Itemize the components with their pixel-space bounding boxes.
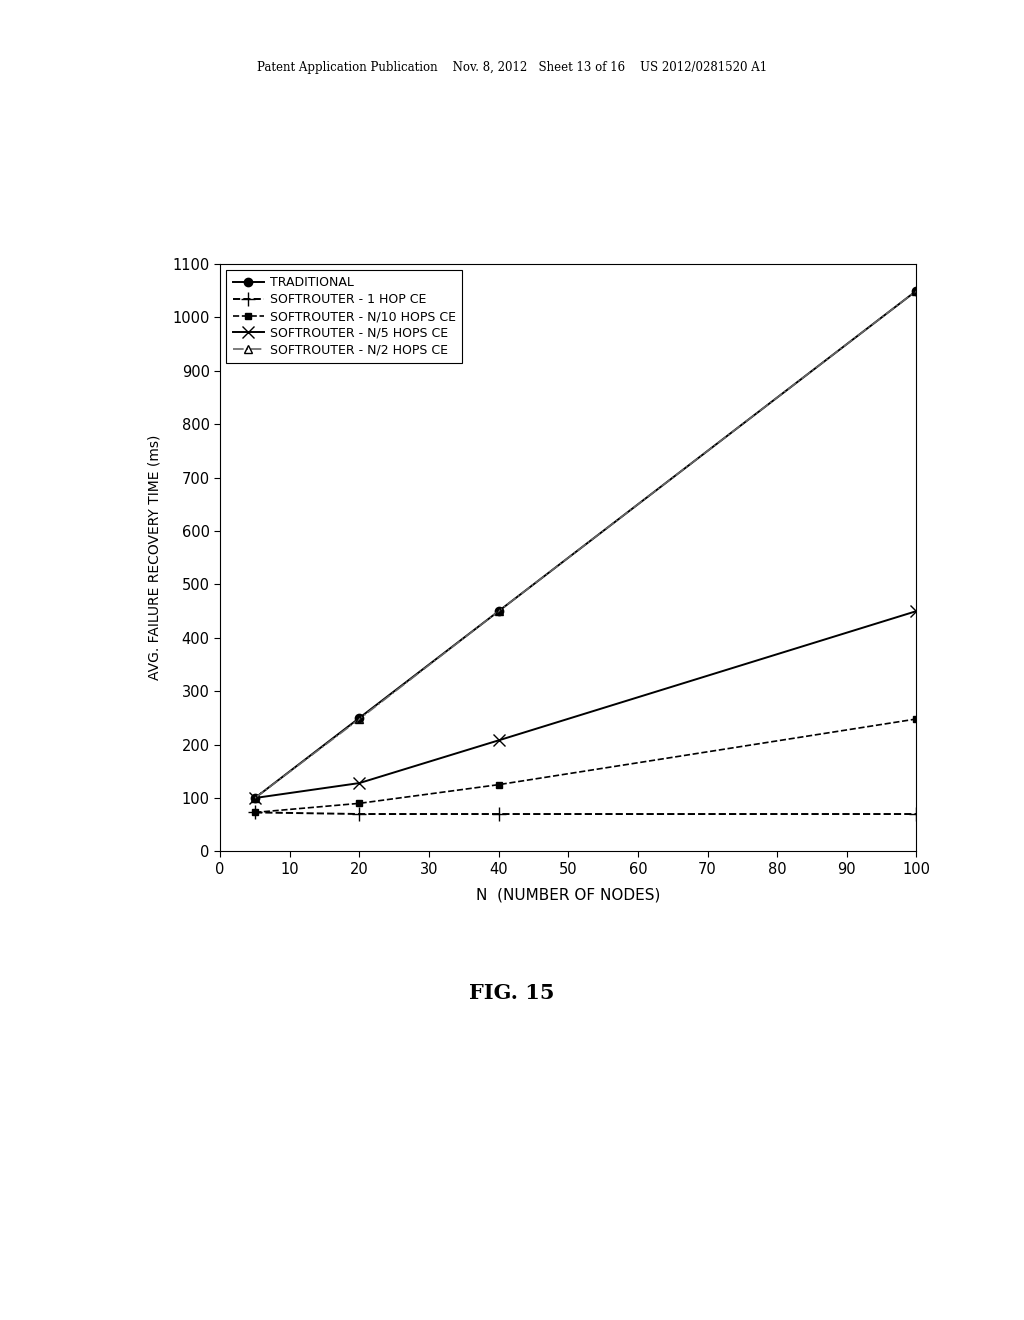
X-axis label: N  (NUMBER OF NODES): N (NUMBER OF NODES): [476, 888, 660, 903]
Y-axis label: AVG. FAILURE RECOVERY TIME (ms): AVG. FAILURE RECOVERY TIME (ms): [147, 436, 161, 680]
Text: Patent Application Publication    Nov. 8, 2012   Sheet 13 of 16    US 2012/02815: Patent Application Publication Nov. 8, 2…: [257, 61, 767, 74]
Text: FIG. 15: FIG. 15: [469, 983, 555, 1003]
Legend: TRADITIONAL, SOFTROUTER - 1 HOP CE, SOFTROUTER - N/10 HOPS CE, SOFTROUTER - N/5 : TRADITIONAL, SOFTROUTER - 1 HOP CE, SOFT…: [226, 271, 463, 363]
